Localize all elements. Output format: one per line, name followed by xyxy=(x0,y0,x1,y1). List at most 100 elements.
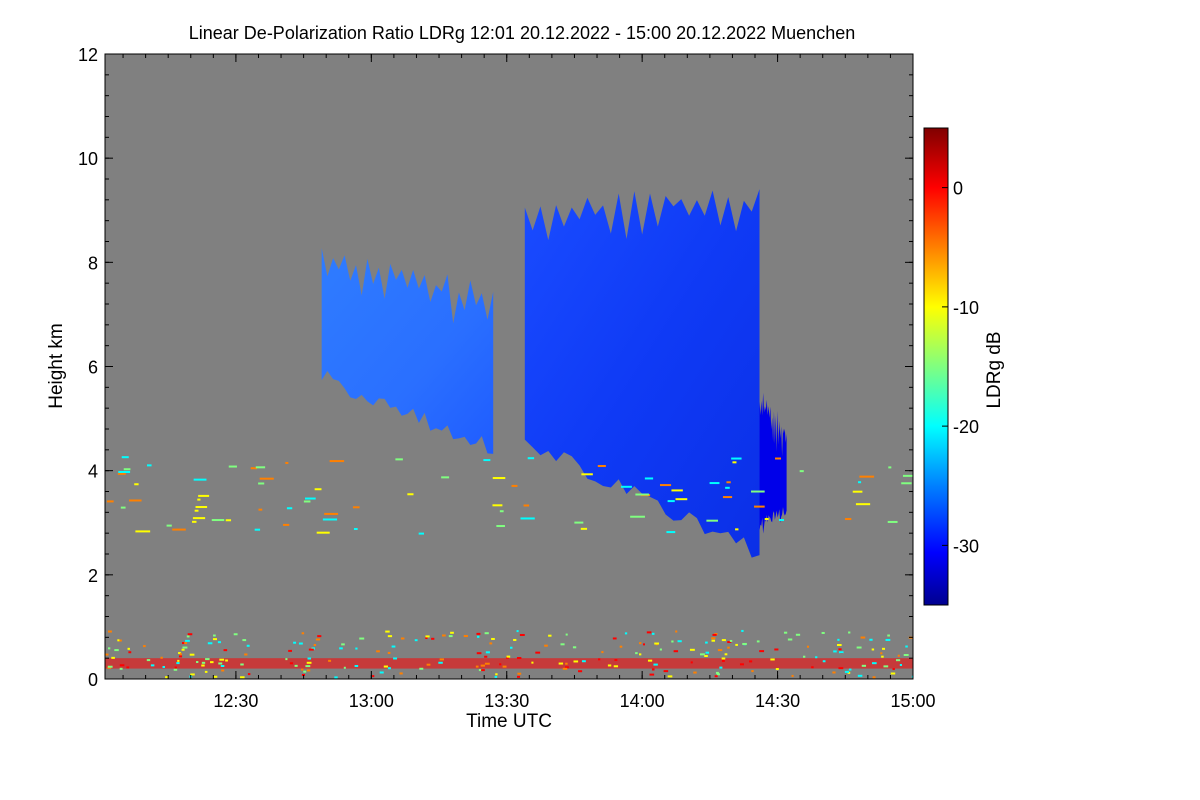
midlevel-speckle xyxy=(120,506,126,509)
aerosol-speckle xyxy=(517,675,521,678)
midlevel-speckle xyxy=(675,498,688,501)
aerosol-speckle xyxy=(178,655,183,658)
midlevel-speckle xyxy=(166,524,172,527)
aerosol-speckle xyxy=(303,670,307,673)
aerosol-speckle xyxy=(399,672,403,675)
x-tick-label: 15:00 xyxy=(890,691,935,711)
aerosol-speckle xyxy=(240,663,244,666)
aerosol-speckle xyxy=(741,629,744,632)
aerosol-speckle xyxy=(485,651,490,654)
aerosol-speckle xyxy=(791,674,794,677)
aerosol-speckle xyxy=(108,630,112,633)
aerosol-speckle xyxy=(871,648,875,651)
aerosol-speckle xyxy=(182,642,185,645)
midlevel-speckle xyxy=(725,486,730,489)
aerosol-speckle xyxy=(114,649,119,652)
midlevel-speckle xyxy=(858,481,862,484)
aerosol-speckle xyxy=(450,631,454,634)
aerosol-speckle xyxy=(833,650,837,653)
aerosol-speckle xyxy=(911,675,913,678)
aerosol-speckle xyxy=(376,650,380,653)
aerosol-speckle xyxy=(729,639,733,642)
aerosol-speckle xyxy=(578,670,583,673)
midlevel-speckle xyxy=(134,483,139,486)
aerosol-speckle xyxy=(716,673,720,676)
midlevel-speckle xyxy=(499,510,504,513)
midlevel-speckle xyxy=(123,468,131,471)
aerosol-speckle xyxy=(506,656,509,659)
midlevel-speckle xyxy=(574,521,584,524)
aerosol-speckle xyxy=(565,666,569,669)
midlevel-speckle xyxy=(329,460,345,463)
aerosol-speckle xyxy=(562,667,568,670)
aerosol-speckle xyxy=(837,644,842,647)
aerosol-speckle xyxy=(822,660,826,663)
aerosol-speckle xyxy=(887,634,890,637)
aerosol-speckle xyxy=(419,667,424,670)
aerosol-speckle xyxy=(651,668,655,671)
aerosol-speckle xyxy=(301,632,305,635)
midlevel-speckle xyxy=(418,532,425,535)
midlevel-speckle xyxy=(483,459,491,462)
aerosol-speckle xyxy=(727,646,730,649)
y-tick-label: 8 xyxy=(88,253,98,273)
aerosol-speckle xyxy=(385,630,390,633)
aerosol-speckle xyxy=(848,668,852,671)
aerosol-speckle xyxy=(246,644,250,647)
x-tick-label: 14:00 xyxy=(620,691,665,711)
aerosol-speckle xyxy=(213,634,216,637)
aerosol-speckle xyxy=(673,650,679,653)
aerosol-speckle xyxy=(476,652,482,655)
aerosol-speckle xyxy=(196,661,199,664)
midlevel-speckle xyxy=(888,466,892,469)
aerosol-speckle xyxy=(312,647,315,650)
aerosol-speckle xyxy=(639,642,642,645)
aerosol-speckle xyxy=(475,665,479,668)
aerosol-speckle xyxy=(317,635,322,638)
midlevel-speckle xyxy=(250,467,258,470)
aerosol-speckle xyxy=(815,656,818,659)
aerosol-speckle xyxy=(305,665,311,668)
midlevel-speckle xyxy=(520,517,535,520)
aerosol-speckle xyxy=(572,646,577,649)
midlevel-speckle xyxy=(353,528,358,531)
midlevel-speckle xyxy=(225,519,232,522)
y-tick-label: 6 xyxy=(88,358,98,378)
aerosol-speckle xyxy=(225,659,228,662)
midlevel-speckle xyxy=(620,485,632,488)
midlevel-speckle xyxy=(441,476,450,479)
midlevel-speckle xyxy=(754,505,765,508)
aerosol-speckle xyxy=(426,663,431,666)
midlevel-speckle xyxy=(492,477,506,480)
aerosol-speckle xyxy=(174,666,177,669)
colorbar-tick-label: -30 xyxy=(953,536,979,556)
aerosol-speckle xyxy=(119,664,125,667)
aerosol-speckle xyxy=(111,656,115,659)
aerosol-speckle xyxy=(890,672,896,675)
x-tick-label: 13:30 xyxy=(484,691,529,711)
midlevel-speckle xyxy=(172,528,186,531)
aerosol-speckle xyxy=(806,645,809,648)
midlevel-speckle xyxy=(580,527,588,530)
aerosol-speckle xyxy=(739,663,744,666)
aerosol-speckle xyxy=(177,659,180,662)
aerosol-speckle xyxy=(119,667,123,670)
aerosol-speckle xyxy=(803,655,806,658)
aerosol-speckle xyxy=(293,641,297,644)
midlevel-speckle xyxy=(597,465,606,468)
aerosol-speckle xyxy=(425,635,430,638)
midlevel-speckle xyxy=(211,519,225,522)
aerosol-speckle xyxy=(721,659,725,662)
aerosol-speckle xyxy=(742,642,747,645)
midlevel-speckle xyxy=(194,509,199,512)
aerosol-speckle xyxy=(531,661,534,664)
midlevel-speckle xyxy=(492,504,503,507)
aerosol-speckle xyxy=(499,663,502,666)
midlevel-speckle xyxy=(255,466,266,469)
aerosol-speckle xyxy=(242,639,247,642)
colorbar-tick-label: 0 xyxy=(953,179,963,199)
aerosol-speckle xyxy=(516,630,519,633)
aerosol-speckle xyxy=(204,670,208,673)
midlevel-speckle xyxy=(395,458,403,461)
